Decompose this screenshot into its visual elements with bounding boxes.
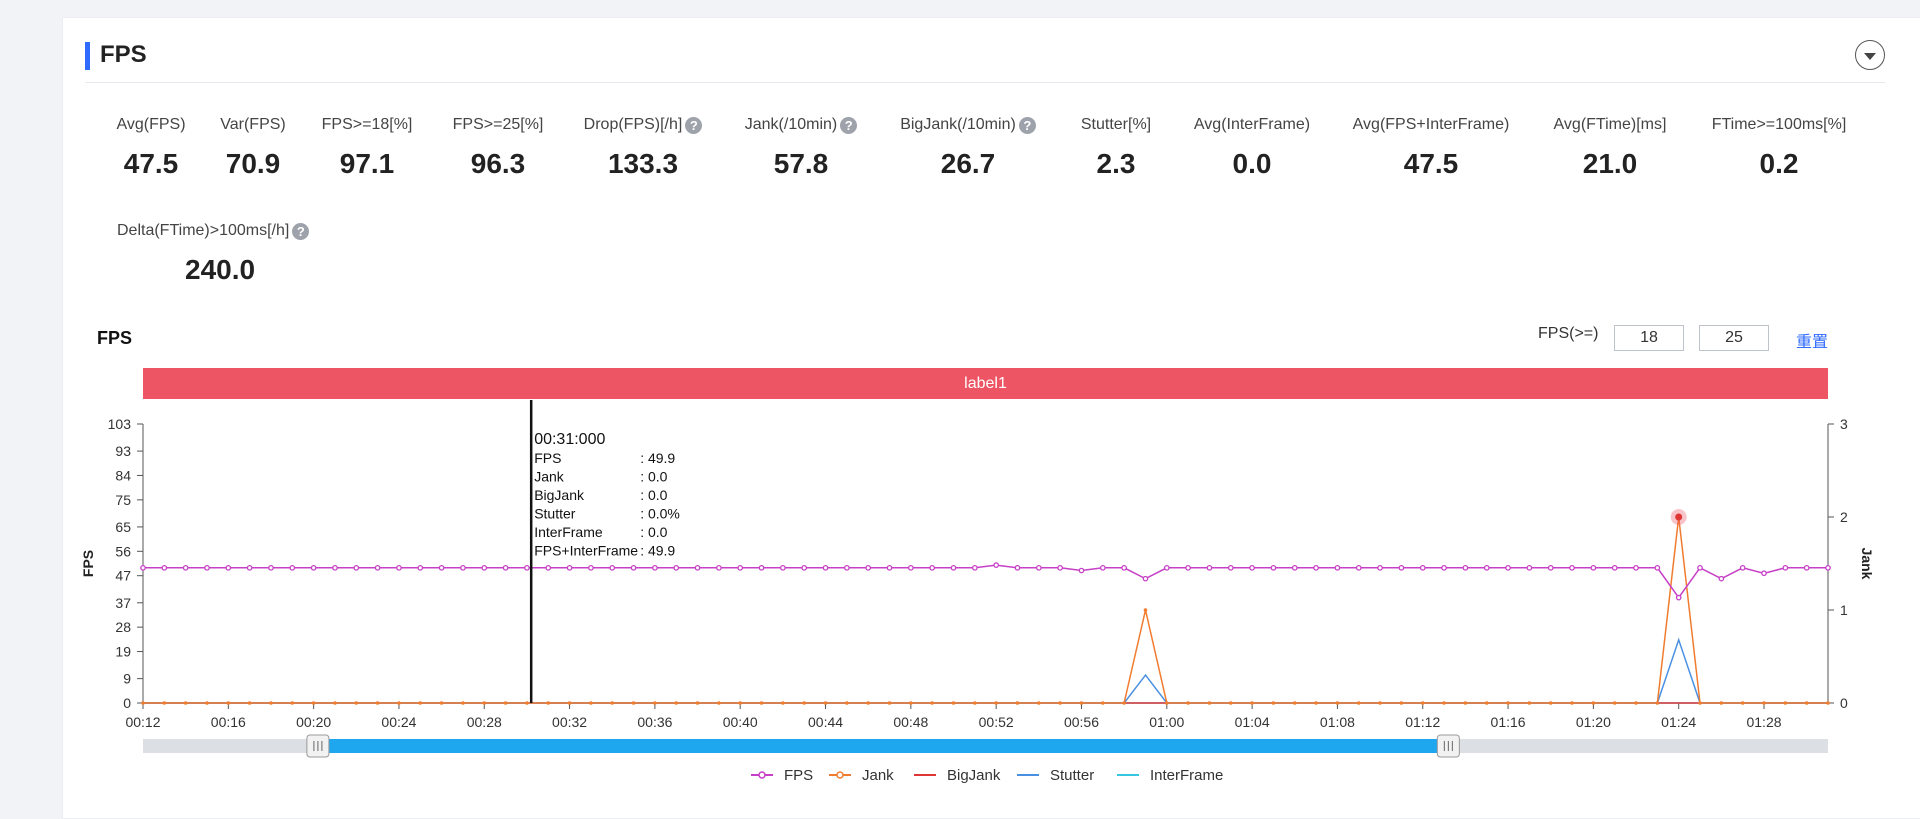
metric-1: Var(FPS) 70.9	[133, 116, 373, 180]
title-accent-bar	[85, 42, 90, 70]
chart-legend[interactable]: FPS Jank BigJank Stutter InterFrame	[751, 767, 1223, 784]
help-icon[interactable]: ?	[685, 116, 703, 134]
reset-link[interactable]: 重置	[1796, 334, 1829, 351]
metric-label-text: Avg(FPS+InterFrame)	[1352, 116, 1510, 133]
metric-value: 0.0	[1232, 148, 1272, 179]
metric-label-text: Jank(/10min)	[744, 116, 838, 133]
range-slider[interactable]	[143, 734, 1828, 758]
metric-value: 47.5	[1403, 148, 1459, 179]
metric-label-text: Avg(FTime)[ms]	[1553, 116, 1667, 133]
metric-label-text: Delta(FTime)>100ms[/h]	[117, 222, 290, 239]
metric-label-text: Drop(FPS)[/h]	[583, 116, 683, 133]
metric-8: Avg(InterFrame) 0.0	[1132, 116, 1372, 180]
metric-label: FPS>=25[%]	[378, 116, 618, 134]
metric-9: Avg(FPS+InterFrame) 47.5	[1311, 116, 1551, 180]
metric-label-text: Var(FPS)	[220, 116, 286, 133]
metric-label-text: Stutter[%]	[1080, 116, 1152, 133]
metric-label: Stutter[%]	[996, 116, 1236, 134]
metric-6: BigJank(/10min)? 26.7	[848, 116, 1088, 180]
metric-3: FPS>=25[%] 96.3	[378, 116, 618, 180]
metric-label-text: Avg(FPS)	[116, 116, 186, 133]
metric-2: FPS>=18[%] 97.1	[247, 116, 487, 180]
metric-label: FTime>=100ms[%]	[1659, 116, 1899, 134]
metric-7: Stutter[%] 2.3	[996, 116, 1236, 180]
metric-label: Drop(FPS)[/h]?	[523, 116, 763, 134]
legend-label-jank[interactable]: Jank	[862, 767, 894, 784]
label-band: label1	[143, 368, 1828, 399]
metric-value: 47.5	[123, 148, 179, 179]
legend-label-interframe[interactable]: InterFrame	[1150, 767, 1223, 784]
legend-marker[interactable]	[758, 771, 766, 779]
metric-4: Drop(FPS)[/h]? 133.3	[523, 116, 763, 180]
metric-value: 26.7	[940, 148, 996, 179]
metric-label: Delta(FTime)>100ms[/h]?	[117, 222, 310, 240]
metric-label-text: FTime>=100ms[%]	[1711, 116, 1847, 133]
metric-value: 2.3	[1096, 148, 1136, 179]
legend-marker[interactable]	[836, 771, 844, 779]
collapse-chevron-icon[interactable]	[1855, 40, 1885, 70]
legend-label-bigjank[interactable]: BigJank	[947, 767, 1001, 784]
metric-value: 70.9	[225, 148, 281, 179]
help-icon[interactable]: ?	[1018, 116, 1036, 134]
metric-12: Delta(FTime)>100ms[/h]? 240.0	[117, 222, 310, 286]
help-icon[interactable]: ?	[292, 222, 310, 240]
metric-value: 133.3	[607, 148, 679, 179]
metric-label: BigJank(/10min)?	[848, 116, 1088, 134]
metric-value: 96.3	[470, 148, 526, 179]
metric-label: Avg(FTime)[ms]	[1490, 116, 1730, 134]
metric-label: Jank(/10min)?	[681, 116, 921, 134]
legend-label-fps[interactable]: FPS	[784, 767, 813, 784]
metric-label: Avg(InterFrame)	[1132, 116, 1372, 134]
metric-value: 97.1	[339, 148, 395, 179]
metric-label: FPS>=18[%]	[247, 116, 487, 134]
metric-label: Avg(FPS+InterFrame)	[1311, 116, 1551, 134]
metric-10: Avg(FTime)[ms] 21.0	[1490, 116, 1730, 180]
metric-label-text: FPS>=25[%]	[452, 116, 544, 133]
chart-title: FPS	[97, 328, 133, 348]
card-header: FPS	[85, 40, 1885, 83]
metric-label: Avg(FPS)	[31, 116, 271, 134]
metric-5: Jank(/10min)? 57.8	[681, 116, 921, 180]
metric-value: 240.0	[185, 254, 256, 285]
fps-threshold-input-1[interactable]: 18	[1614, 325, 1684, 351]
metric-label-text: Avg(InterFrame)	[1193, 116, 1311, 133]
metric-11: FTime>=100ms[%] 0.2	[1659, 116, 1899, 180]
metric-0: Avg(FPS) 47.5	[31, 116, 271, 180]
card-title: FPS	[100, 41, 147, 68]
metric-value: 57.8	[773, 148, 829, 179]
metric-label: Var(FPS)	[133, 116, 373, 134]
slider-selection[interactable]	[317, 739, 1449, 753]
metric-label-text: BigJank(/10min)	[900, 116, 1016, 133]
fps-threshold-label: FPS(>=)	[1538, 325, 1599, 342]
help-icon[interactable]: ?	[840, 116, 858, 134]
metric-value: 21.0	[1582, 148, 1638, 179]
legend-label-stutter[interactable]: Stutter	[1050, 767, 1094, 784]
metric-value: 0.2	[1759, 148, 1799, 179]
fps-threshold-input-2[interactable]: 25	[1699, 325, 1769, 351]
metric-label-text: FPS>=18[%]	[321, 116, 413, 133]
